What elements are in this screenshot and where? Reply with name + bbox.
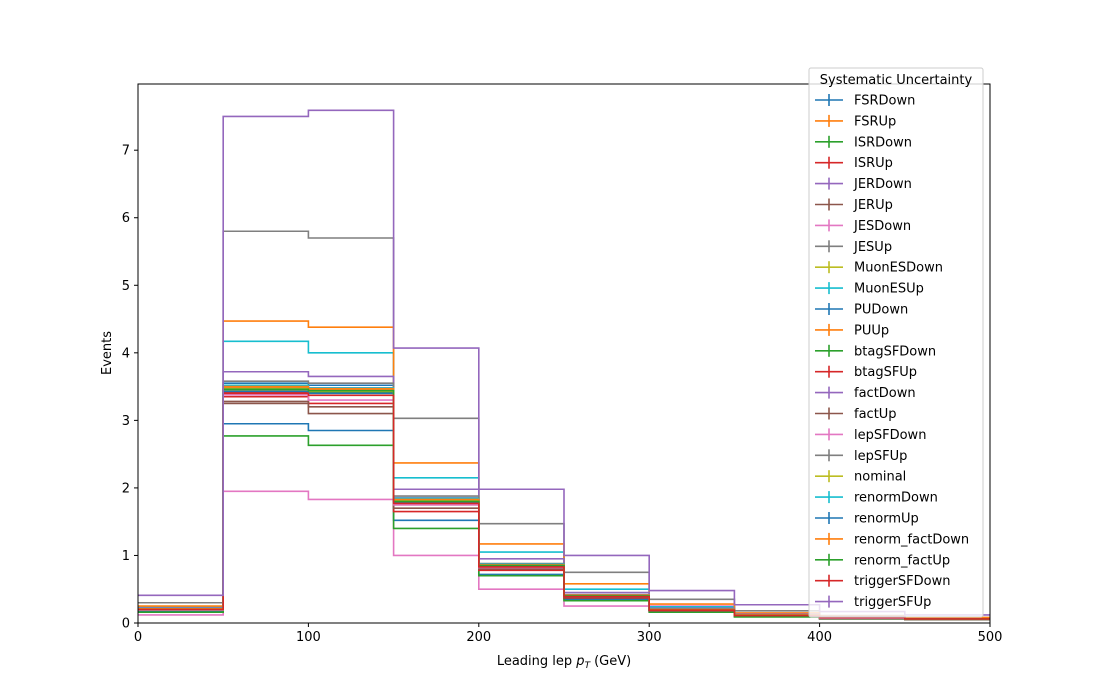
y-tick-label: 7 <box>122 144 130 159</box>
legend-entry: factUp <box>815 407 897 422</box>
legend-label: renormDown <box>854 491 938 506</box>
legend-entry: ISRUp <box>815 156 893 171</box>
x-axis-label-subscript: T <box>585 661 592 671</box>
x-axis-label-unit: (GeV) <box>594 654 631 669</box>
legend-entry: renorm_factUp <box>815 553 950 568</box>
legend-entry: lepSFDown <box>815 428 926 443</box>
legend-entry: JERUp <box>815 198 893 213</box>
x-tick-label: 400 <box>807 630 832 645</box>
legend-label: triggerSFDown <box>854 574 950 589</box>
x-axis-label: Leading lep pT (GeV) <box>497 654 631 671</box>
legend-entry: factDown <box>815 386 916 401</box>
legend-label: nominal <box>854 470 906 485</box>
legend-entry: JERDown <box>815 177 912 192</box>
legend-entry: FSRUp <box>815 114 896 129</box>
legend-label: renorm_factDown <box>854 532 969 547</box>
legend-entry: btagSFUp <box>815 365 917 380</box>
legend-label: factDown <box>854 386 916 401</box>
legend-entry: FSRDown <box>815 94 915 109</box>
y-tick-label: 0 <box>122 617 130 632</box>
y-tick-label: 5 <box>122 279 130 294</box>
legend-label: PUDown <box>854 303 908 318</box>
x-tick-label: 300 <box>637 630 662 645</box>
legend-label: btagSFUp <box>854 365 917 380</box>
legend-entry: triggerSFUp <box>815 595 931 610</box>
legend-entry: PUDown <box>815 303 908 318</box>
legend-label: ISRDown <box>854 135 912 150</box>
x-tick-label: 0 <box>134 630 142 645</box>
legend-label: ISRUp <box>854 156 893 171</box>
x-axis-label-symbol: p <box>575 654 584 669</box>
legend-label: PUUp <box>854 323 889 338</box>
legend-label: btagSFDown <box>854 344 936 359</box>
legend-label: factUp <box>854 407 897 422</box>
legend-entry: btagSFDown <box>815 344 936 359</box>
legend-label: FSRUp <box>854 114 896 129</box>
legend-title: Systematic Uncertainty <box>820 73 973 88</box>
y-axis-label: Events <box>100 331 115 375</box>
legend-label: renorm_factUp <box>854 553 950 568</box>
legend-label: triggerSFUp <box>854 595 931 610</box>
y-tick-label: 3 <box>122 414 130 429</box>
legend-label: FSRDown <box>854 94 915 109</box>
x-axis-label-text: Leading lep <box>497 654 572 669</box>
legend-entry: nominal <box>815 470 906 485</box>
legend-entry: JESUp <box>815 240 892 255</box>
legend-label: MuonESDown <box>854 261 943 276</box>
legend-label: JERUp <box>853 198 893 213</box>
legend-label: lepSFDown <box>854 428 926 443</box>
legend-entry: MuonESUp <box>815 282 924 297</box>
x-axis: 0 100 200 300 400 500 <box>134 623 1003 645</box>
legend-label: JESDown <box>853 219 911 234</box>
legend-box <box>808 67 984 618</box>
x-tick-label: 100 <box>296 630 321 645</box>
legend-entry: PUUp <box>815 323 889 338</box>
legend-label: JESUp <box>853 240 892 255</box>
legend-entry: MuonESDown <box>815 261 943 276</box>
y-tick-label: 6 <box>122 211 130 226</box>
legend-entry: renormDown <box>815 491 938 506</box>
legend-label: MuonESUp <box>854 282 924 297</box>
legend-label: lepSFUp <box>854 449 907 464</box>
y-tick-label: 4 <box>122 346 130 361</box>
x-tick-label: 200 <box>466 630 491 645</box>
legend-entry: lepSFUp <box>815 449 907 464</box>
legend-items: FSRDown FSRUp ISRDown ISRUp JERDown JERUp JESD… <box>815 94 969 610</box>
legend-entry: triggerSFDown <box>815 574 950 589</box>
legend-label: JERDown <box>853 177 912 192</box>
plot-frame <box>137 83 991 624</box>
x-tick-label: 500 <box>978 630 1003 645</box>
legend-entry: ISRDown <box>815 135 912 150</box>
legend-label: renormUp <box>854 512 919 527</box>
y-axis: 0 1 2 3 4 5 6 7 <box>122 144 138 632</box>
y-tick-label: 2 <box>122 481 130 496</box>
y-tick-label: 1 <box>122 549 130 564</box>
legend: Systematic Uncertainty FSRDown FSRUp ISRDo… <box>808 67 984 618</box>
legend-entry: renorm_factDown <box>815 532 969 547</box>
legend-entry: renormUp <box>815 512 919 527</box>
legend-entry: JESDown <box>815 219 911 234</box>
